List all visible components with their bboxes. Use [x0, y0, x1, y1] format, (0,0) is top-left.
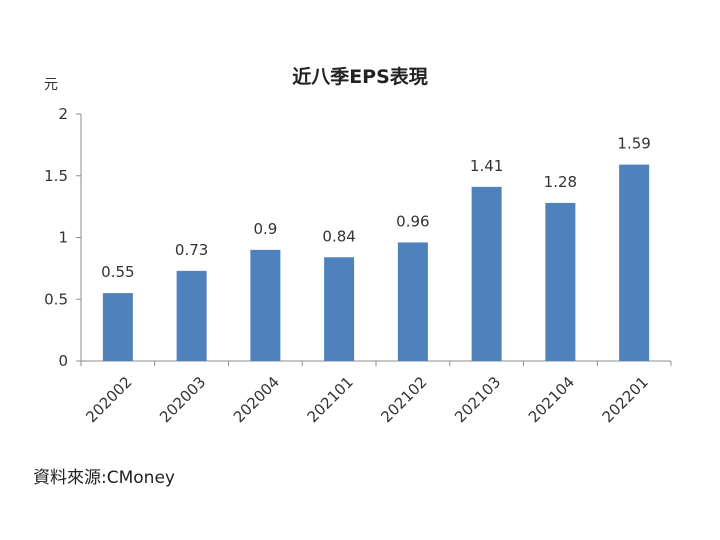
data-labels: 0.55 0.73 0.9 0.84 0.96 1.41 1.28 1.59 — [101, 135, 651, 281]
x-tick-label: 202003 — [156, 373, 209, 426]
bar — [250, 249, 281, 361]
chart-title: 近八季EPS表現 — [292, 66, 428, 88]
bar — [619, 164, 650, 361]
x-tick-labels: 202002 202003 202004 202101 202102 202103 2021… — [82, 373, 651, 426]
bar-value-label: 1.59 — [617, 135, 650, 153]
chart-axes — [76, 113, 672, 366]
bar-value-label: 0.84 — [322, 227, 355, 245]
bar — [545, 202, 576, 361]
y-tick-label: 0.5 — [44, 290, 68, 308]
y-axis-unit-label: 元 — [44, 77, 58, 93]
x-tick-label: 202004 — [230, 373, 283, 426]
x-tick-label: 202103 — [451, 373, 504, 426]
x-tick-label: 202002 — [82, 373, 135, 426]
bar-value-label: 1.28 — [544, 173, 577, 191]
bar-value-label: 1.41 — [470, 157, 503, 175]
x-tick-label: 202104 — [525, 373, 578, 426]
y-tick-label: 1 — [58, 229, 68, 247]
y-tick-label: 0 — [58, 352, 68, 370]
bar-value-label: 0.55 — [101, 263, 134, 281]
y-tick-label: 2 — [58, 105, 68, 123]
x-tick-label: 202102 — [377, 373, 430, 426]
y-tick-labels: 0 0.5 1 1.5 2 — [44, 105, 68, 370]
x-tick-label: 202201 — [599, 373, 652, 426]
bar — [176, 270, 207, 361]
bar — [324, 257, 355, 361]
bar-value-label: 0.73 — [175, 241, 208, 259]
bar-series — [102, 164, 650, 361]
x-tick-label: 202101 — [304, 373, 357, 426]
y-tick-label: 1.5 — [44, 167, 68, 185]
bar — [397, 242, 428, 361]
bar-value-label: 0.96 — [396, 212, 429, 230]
bar — [102, 293, 133, 361]
source-note: 資料來源:CMoney — [33, 468, 175, 488]
bar-value-label: 0.9 — [253, 220, 277, 238]
bar — [471, 186, 502, 361]
